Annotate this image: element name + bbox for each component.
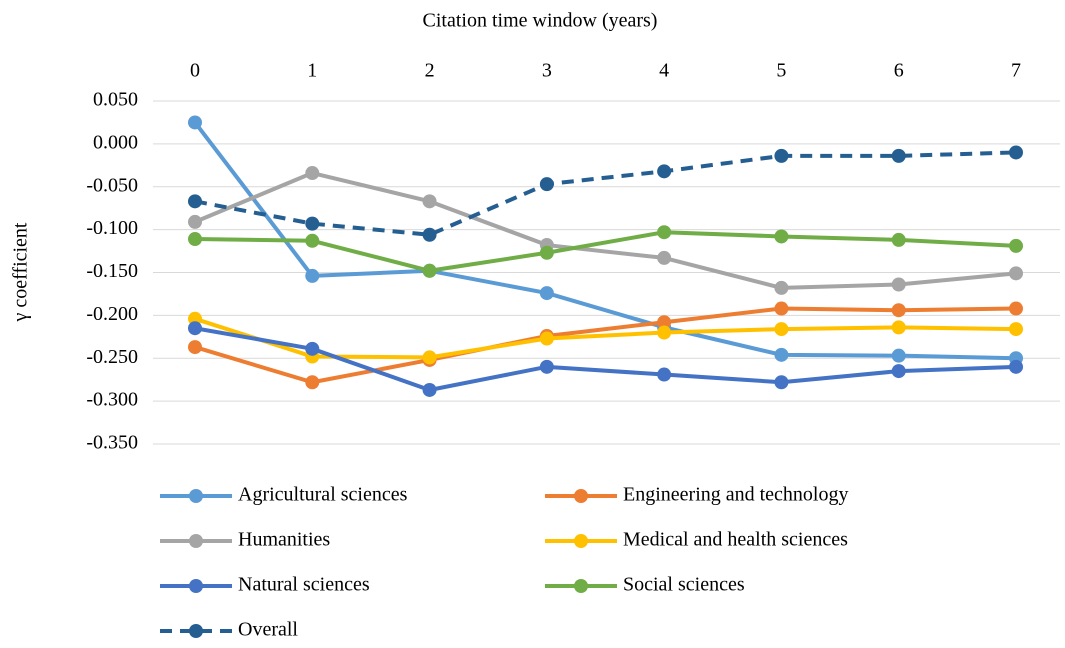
y-tick-label: -0.250 <box>86 346 138 368</box>
point <box>1009 301 1023 316</box>
y-tick-label: -0.150 <box>86 260 138 282</box>
point <box>891 348 906 363</box>
point <box>305 268 320 283</box>
x-tick-label: 2 <box>425 60 435 82</box>
x-axis-label: Citation time window (years) <box>423 10 658 32</box>
x-tick-label: 0 <box>190 60 200 82</box>
point <box>539 359 554 374</box>
point <box>774 229 789 244</box>
point <box>891 232 906 247</box>
point <box>305 375 320 390</box>
point <box>1009 266 1023 281</box>
point <box>188 340 202 355</box>
point <box>891 148 906 163</box>
point <box>657 367 672 382</box>
y-tick-label: 0.050 <box>93 89 138 111</box>
series-line <box>194 230 1017 273</box>
legend-label: Humanities <box>238 529 330 551</box>
series-line <box>194 150 1017 237</box>
point <box>657 225 672 240</box>
legend-label: Agricultural sciences <box>238 484 408 506</box>
point <box>1009 238 1023 253</box>
point <box>188 232 202 247</box>
y-tick-label: 0.000 <box>93 131 138 153</box>
legend-label: Natural sciences <box>238 574 370 596</box>
legend-marker <box>574 579 588 593</box>
point <box>1009 359 1023 374</box>
legend-marker <box>574 534 588 548</box>
point <box>891 303 906 318</box>
legend-marker <box>189 624 203 638</box>
point <box>1009 322 1023 337</box>
point <box>422 382 437 397</box>
point <box>1009 145 1023 160</box>
point <box>774 148 789 163</box>
y-tick-label: -0.300 <box>86 389 138 411</box>
legend-marker <box>189 489 203 503</box>
point <box>891 277 906 292</box>
point <box>422 263 437 278</box>
point <box>188 115 202 130</box>
series-line <box>194 171 1017 290</box>
y-tick-label: -0.050 <box>86 174 138 196</box>
point <box>539 177 554 192</box>
point <box>891 320 906 335</box>
y-tick-label: -0.200 <box>86 303 138 325</box>
point <box>305 166 320 181</box>
x-tick-label: 3 <box>542 60 552 82</box>
point <box>657 250 672 265</box>
point <box>539 286 554 301</box>
point <box>539 245 554 260</box>
x-tick-label: 7 <box>1011 60 1021 82</box>
x-tick-label: 1 <box>307 60 317 82</box>
point <box>774 301 789 316</box>
point <box>422 194 437 209</box>
point <box>774 375 789 390</box>
point <box>188 194 202 209</box>
point <box>891 364 906 379</box>
x-tick-label: 5 <box>776 60 786 82</box>
x-tick-label: 6 <box>894 60 904 82</box>
legend-marker <box>574 489 588 503</box>
legend-label: Engineering and technology <box>623 484 849 506</box>
point <box>305 233 320 248</box>
legend-marker <box>189 534 203 548</box>
point <box>539 331 554 346</box>
x-tick-label: 4 <box>659 60 669 82</box>
point <box>657 315 672 330</box>
point <box>422 227 437 242</box>
series-line <box>193 121 1017 361</box>
point <box>774 347 789 362</box>
point <box>774 280 789 295</box>
point <box>657 164 672 179</box>
legend-marker <box>189 579 203 593</box>
y-tick-label: -0.100 <box>86 217 138 239</box>
legend-label: Medical and health sciences <box>623 529 848 551</box>
point <box>305 341 320 356</box>
point <box>422 350 437 365</box>
point <box>657 325 672 340</box>
legend-label: Overall <box>238 619 298 641</box>
point <box>188 321 202 336</box>
series-line <box>194 306 1017 385</box>
point <box>188 214 202 229</box>
point <box>774 322 789 337</box>
legend-label: Social sciences <box>623 574 745 596</box>
y-axis-label: γ coefficient <box>10 222 32 322</box>
y-tick-label: -0.350 <box>86 432 138 454</box>
series-line <box>194 326 1017 392</box>
point <box>305 216 320 231</box>
